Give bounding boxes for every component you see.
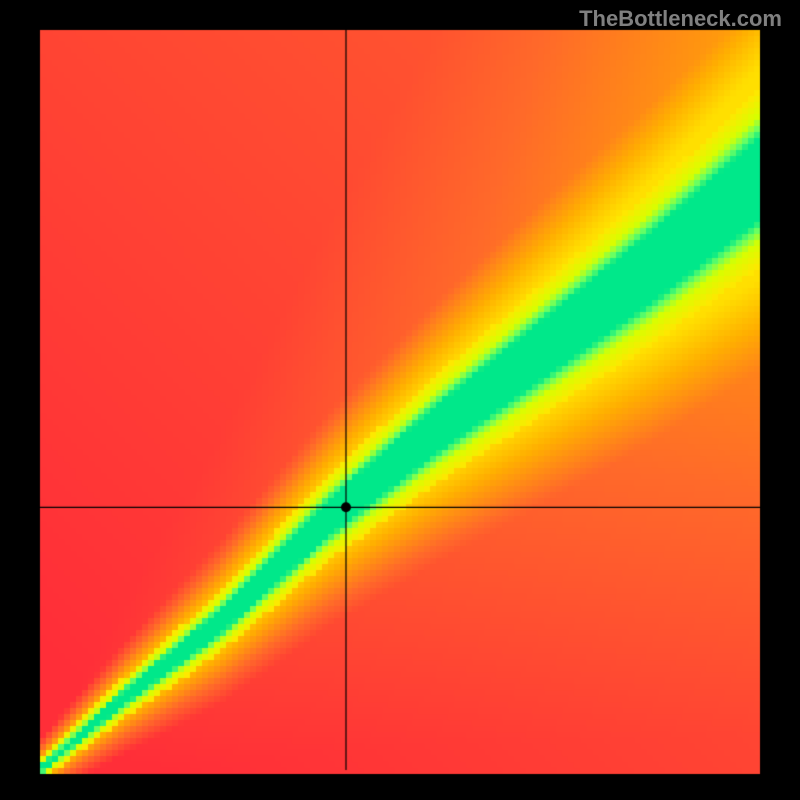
chart-container: TheBottleneck.com xyxy=(0,0,800,800)
watermark-text: TheBottleneck.com xyxy=(579,6,782,32)
heatmap-canvas xyxy=(0,0,800,800)
